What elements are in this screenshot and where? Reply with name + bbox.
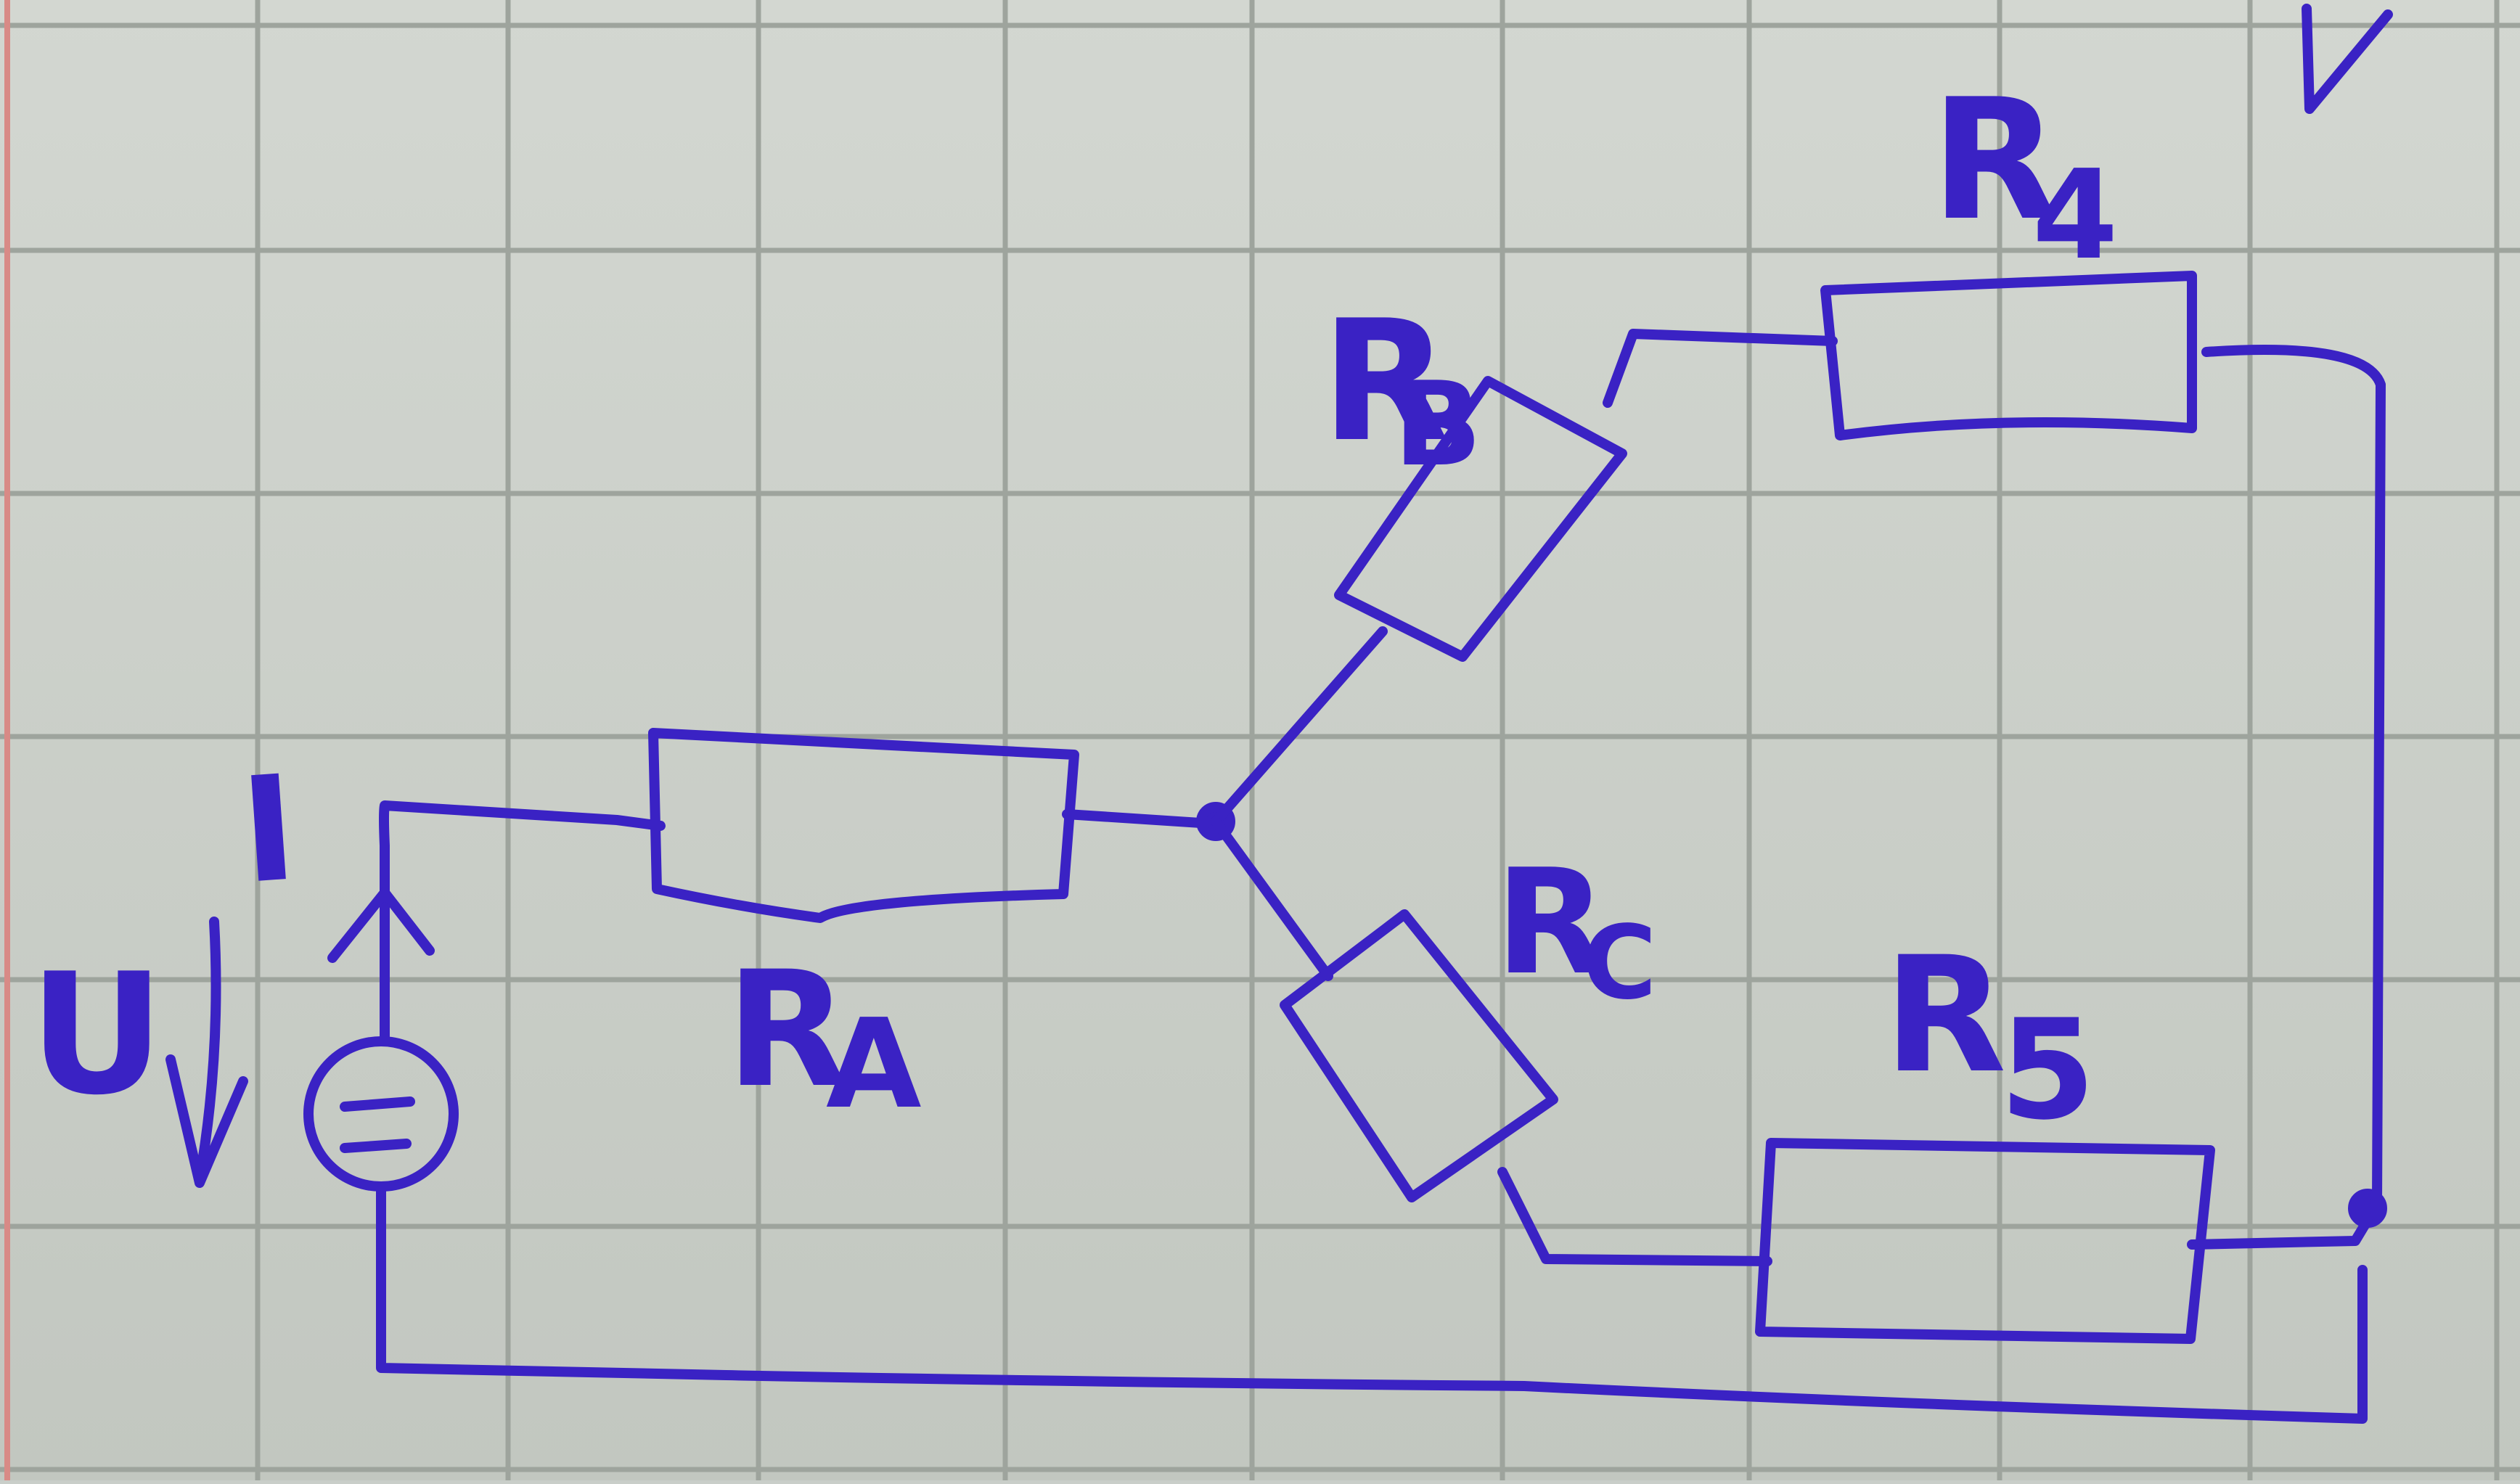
wire-r4-to-right [2201, 345, 2386, 1210]
wire-rc-to-r5 [1497, 1167, 1772, 1266]
wire-node-to-rc [1211, 816, 1333, 981]
circuit-ink [165, 4, 2393, 1424]
rc-label-sub: C [1582, 904, 1657, 1022]
wire-source-to-top [379, 800, 666, 1046]
rb-label-main: R [1321, 285, 1449, 479]
labels: I U R A R B R C R 4 R 5 [29, 64, 2118, 1150]
rb-label-sub: B [1394, 356, 1482, 492]
rc-label-main: R [1495, 838, 1607, 1007]
r4-label-sub: 4 [2032, 144, 2118, 287]
ra-label-main: R [726, 937, 848, 1123]
resistor-rc [1280, 909, 1558, 1202]
voltage-source-minus-bottom [340, 1139, 412, 1153]
current-label: I [236, 744, 301, 917]
ra-label-sub: A [826, 993, 922, 1136]
voltage-arrow-icon [165, 917, 248, 1188]
voltage-label: U [29, 938, 165, 1132]
resistor-r4 [1820, 271, 2197, 440]
resistor-ra [648, 728, 1079, 923]
r5-label-main: R [1883, 922, 2006, 1108]
wire-rb-to-r4 [1603, 329, 1838, 408]
resistor-rb [1334, 376, 1627, 662]
resistor-r5 [1755, 1138, 2215, 1344]
wire-ra-to-node [1062, 809, 1217, 829]
voltage-arrow-fragment [2302, 4, 2393, 114]
r4-label-main: R [1931, 64, 2059, 258]
wire-node-to-rb [1211, 626, 1388, 827]
voltage-source-minus-top [340, 1096, 415, 1112]
current-arrow-icon [327, 887, 435, 963]
right-node [2348, 1189, 2387, 1228]
r5-label-sub: 5 [2000, 990, 2095, 1150]
wire-bottom-return [376, 1185, 2368, 1424]
